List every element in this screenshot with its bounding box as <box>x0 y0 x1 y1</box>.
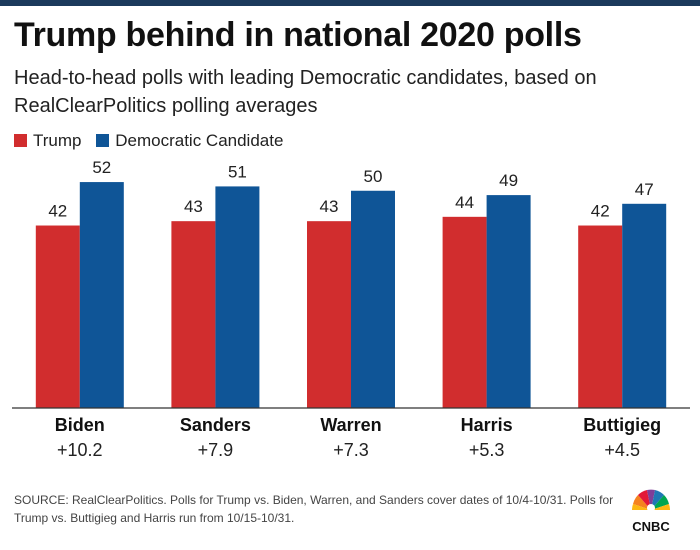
data-label-democratic: 50 <box>364 167 383 186</box>
chart-title: Trump behind in national 2020 polls <box>14 16 582 54</box>
data-label-democratic: 49 <box>499 171 518 190</box>
data-label-trump: 42 <box>591 202 610 221</box>
bar-democratic <box>215 186 260 408</box>
data-label-trump: 43 <box>184 197 203 216</box>
data-label-democratic: 47 <box>635 180 654 199</box>
bar-democratic <box>79 182 124 408</box>
data-label-trump: 43 <box>320 197 339 216</box>
bar-chart: 42 52 Biden +10.2 43 51 Sanders +7.9 43 50 Warren +… <box>12 158 690 460</box>
legend-label-trump: Trump <box>33 131 82 150</box>
legend-label-democratic: Democratic Candidate <box>115 131 284 150</box>
bar-trump <box>578 225 623 408</box>
legend-swatch-trump <box>14 134 27 147</box>
bar-trump <box>35 225 80 408</box>
category-label: Biden <box>55 415 105 435</box>
category-label: Warren <box>320 415 381 435</box>
margin-label: +10.2 <box>57 440 103 460</box>
bar-trump <box>307 221 351 408</box>
bar-trump <box>442 216 487 408</box>
source-note: SOURCE: RealClearPolitics. Polls for Tru… <box>14 493 614 525</box>
data-label-democratic: 52 <box>92 158 111 177</box>
margin-label: +5.3 <box>469 440 505 460</box>
margin-label: +4.5 <box>604 440 640 460</box>
bar-trump <box>171 221 216 408</box>
data-label-trump: 44 <box>455 193 474 212</box>
chart-legend: Trump Democratic Candidate <box>14 131 293 151</box>
margin-label: +7.3 <box>333 440 369 460</box>
data-label-trump: 42 <box>48 202 67 221</box>
legend-item-trump: Trump <box>14 131 82 151</box>
cnbc-logo-text: CNBC <box>632 519 670 534</box>
cnbc-peacock-logo: CNBC <box>632 489 670 534</box>
legend-item-democratic: Democratic Candidate <box>96 131 283 151</box>
chart-subtitle: Head-to-head polls with leading Democrat… <box>14 67 597 117</box>
legend-swatch-democratic <box>96 134 110 147</box>
bar-democratic <box>486 195 531 408</box>
top-accent-bar <box>0 0 700 6</box>
category-label: Buttigieg <box>583 415 661 435</box>
data-label-democratic: 51 <box>228 162 247 181</box>
category-label: Harris <box>461 415 513 435</box>
bar-democratic <box>351 190 395 408</box>
category-label: Sanders <box>180 415 251 435</box>
bar-democratic <box>622 203 667 408</box>
margin-label: +7.9 <box>198 440 234 460</box>
